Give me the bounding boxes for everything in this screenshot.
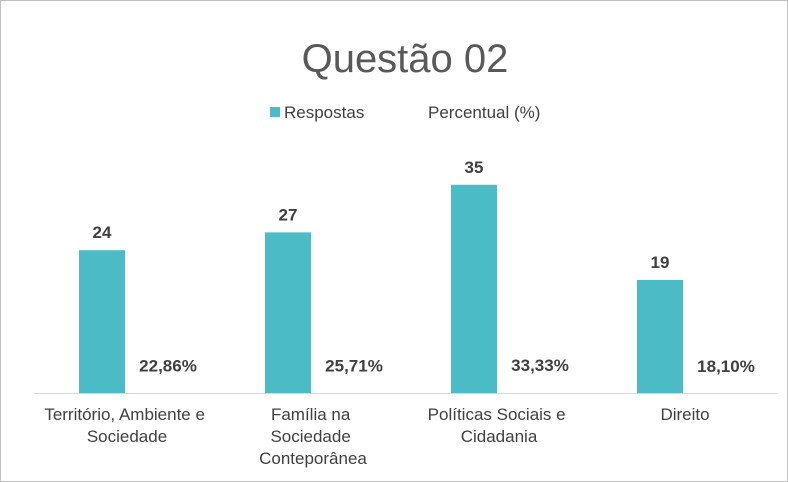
x-tick-line: Políticas Sociais e [428,405,571,424]
bar [451,184,497,393]
legend-label: Respostas [284,103,364,122]
data-label: 19 [651,253,670,272]
bar [79,250,125,393]
data-label: 22,86% [139,357,197,376]
data-label: 18,10% [697,357,755,376]
x-tick-label: Família na Sociedade Conteporânea [259,405,367,468]
bar [637,279,683,393]
x-tick-line: Cidadania [461,427,538,446]
x-tick-label: Direito [660,405,709,424]
chart-title: Questão 02 [302,37,509,81]
x-tick-line: Direito [660,405,709,424]
data-label: 35 [465,158,484,177]
legend-swatch [270,107,280,117]
x-tick-label: Território, Ambiente e Sociedade [44,405,209,446]
data-label: 24 [93,223,112,242]
data-label: 33,33% [511,356,569,375]
legend-label: Percentual (%) [428,103,540,122]
x-tick-line: Conteporânea [259,449,367,468]
x-tick-label: Políticas Sociais e Cidadania [428,405,571,446]
bar [265,232,311,393]
x-tick-line: Território, Ambiente e [44,405,209,424]
x-tick-line: Família na [271,405,355,424]
data-label: 27 [279,205,298,224]
data-label: 25,71% [325,356,383,375]
x-tick-line: Sociedade [270,427,355,446]
x-tick-line: Sociedade [87,427,167,446]
